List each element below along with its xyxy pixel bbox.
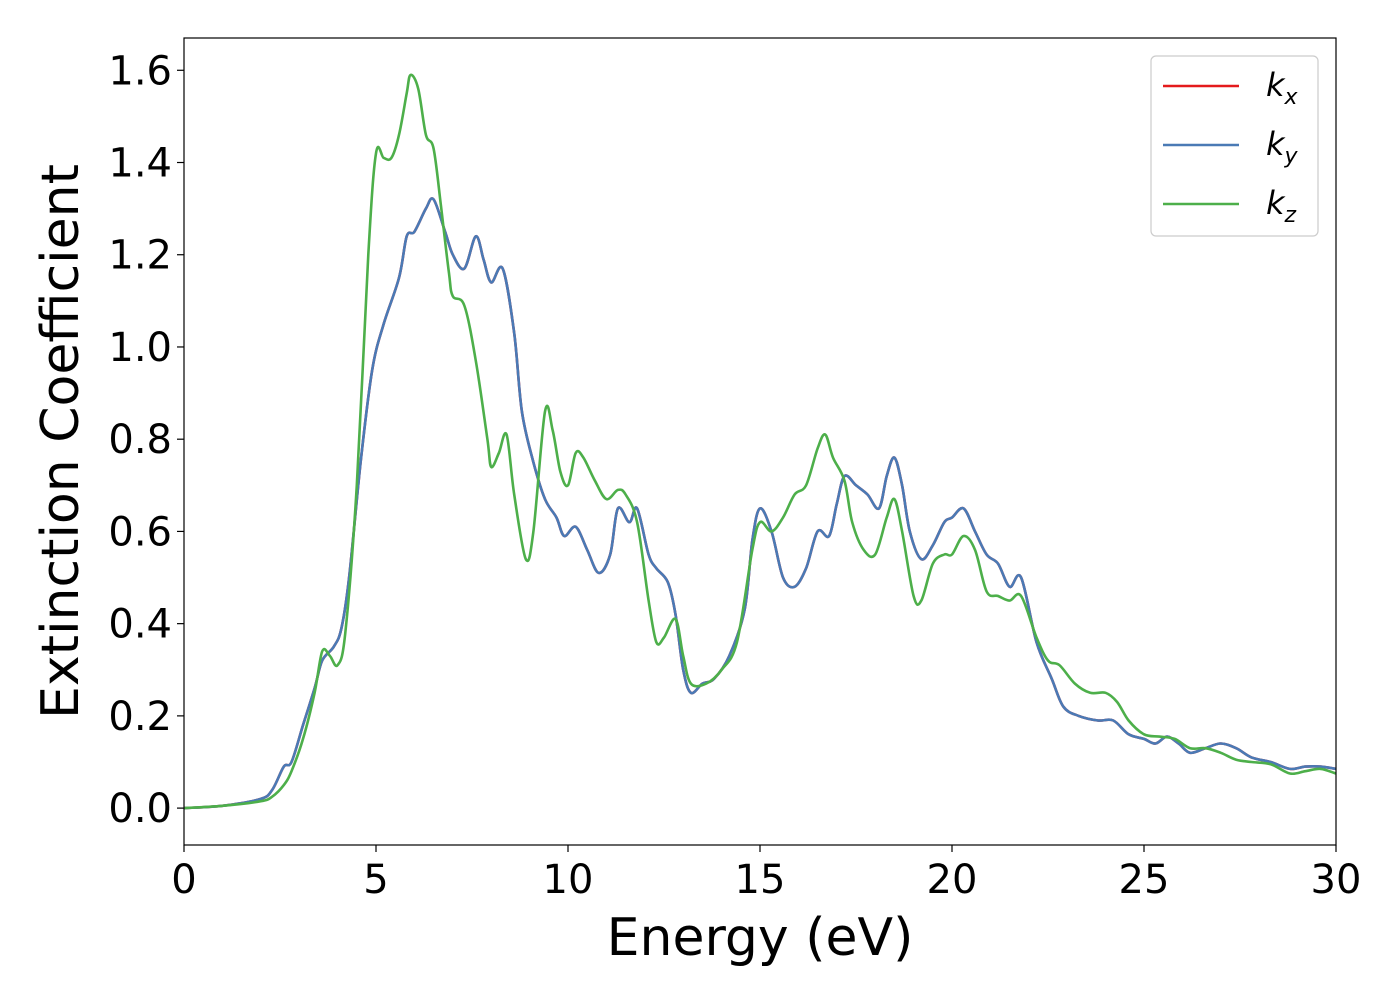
y-axis-label: Extinction Coefficient bbox=[31, 164, 91, 719]
x-tick-label: 10 bbox=[543, 857, 594, 903]
y-tick-label: 1.6 bbox=[108, 48, 172, 94]
series-line-ky bbox=[184, 197, 1336, 810]
series-line-kz bbox=[184, 73, 1336, 810]
y-tick-label: 1.4 bbox=[108, 141, 172, 187]
series-layer bbox=[184, 73, 1336, 810]
x-axis-label: Energy (eV) bbox=[607, 908, 914, 968]
x-tick-label: 20 bbox=[927, 857, 978, 903]
y-axis-ticks: 0.0 0.2 0.4 0.6 0.8 1.0 1.2 1.4 1.6 bbox=[108, 48, 184, 832]
y-tick-label: 1.0 bbox=[108, 325, 172, 371]
y-tick-label: 1.2 bbox=[108, 233, 172, 279]
x-tick-label: 15 bbox=[735, 857, 786, 903]
y-tick-label: 0.2 bbox=[108, 694, 172, 740]
y-tick-label: 0.6 bbox=[108, 509, 172, 555]
y-tick-label: 0.0 bbox=[108, 786, 172, 832]
x-tick-label: 25 bbox=[1119, 857, 1170, 903]
x-tick-label: 30 bbox=[1311, 857, 1362, 903]
x-tick-label: 0 bbox=[171, 857, 196, 903]
y-tick-label: 0.8 bbox=[108, 417, 172, 463]
x-axis-ticks: 0 5 10 15 20 25 30 bbox=[171, 845, 1361, 903]
y-tick-label: 0.4 bbox=[108, 602, 172, 648]
x-tick-label: 5 bbox=[363, 857, 388, 903]
